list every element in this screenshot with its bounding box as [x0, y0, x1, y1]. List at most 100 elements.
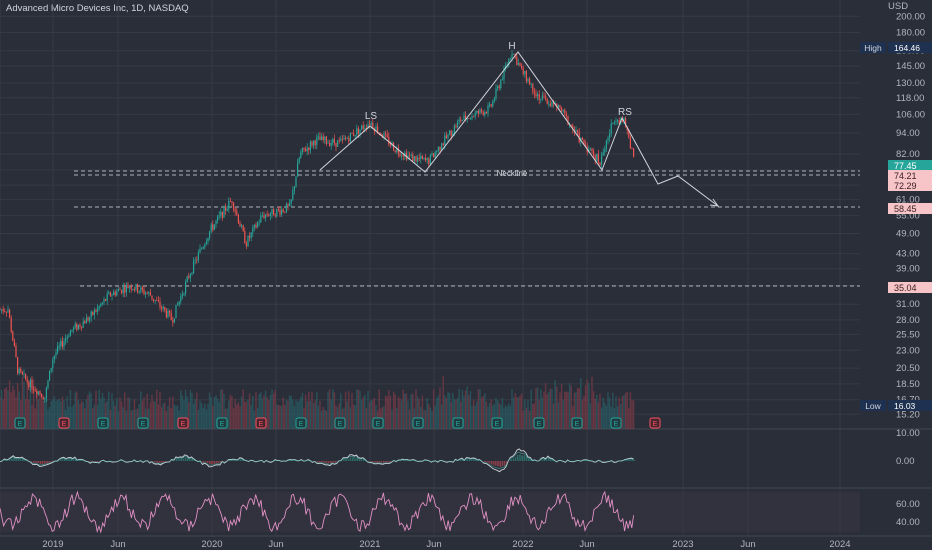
- macd-histogram-bar: [242, 459, 244, 461]
- volume-bar: [589, 403, 592, 429]
- candle-body: [527, 78, 529, 82]
- candle-body: [482, 111, 484, 116]
- candle-body: [137, 284, 139, 293]
- macd-histogram-bar: [48, 461, 50, 463]
- volume-bar: [212, 405, 214, 429]
- earnings-marker[interactable]: E: [533, 417, 545, 429]
- candle-body: [47, 380, 49, 388]
- earnings-marker[interactable]: E: [14, 417, 26, 429]
- volume-bar: [100, 398, 102, 429]
- candle-body: [452, 132, 454, 137]
- high-badge-label: High: [864, 43, 882, 53]
- volume-bar: [32, 379, 35, 429]
- earnings-marker[interactable]: E: [334, 417, 346, 429]
- macd-histogram-bar: [275, 460, 277, 461]
- candle-body: [34, 390, 36, 392]
- earnings-marker-text: E: [141, 421, 146, 428]
- earnings-marker[interactable]: E: [372, 417, 384, 429]
- candle-body: [383, 133, 385, 138]
- candle-body: [538, 94, 540, 100]
- volume-bar: [24, 398, 27, 429]
- earnings-marker[interactable]: E: [295, 417, 307, 429]
- earnings-marker-box: [491, 417, 503, 429]
- macd-histogram-bar: [389, 461, 391, 463]
- volume-bar: [31, 404, 33, 429]
- candle-body: [175, 304, 177, 319]
- candle-body: [629, 137, 631, 149]
- candle-body: [562, 109, 564, 112]
- earnings-marker[interactable]: E: [610, 417, 622, 429]
- candle-body: [300, 151, 302, 158]
- earnings-marker[interactable]: E: [491, 417, 503, 429]
- volume-bar: [498, 402, 500, 429]
- macd-histogram-bar: [224, 461, 226, 463]
- volume-bar: [208, 392, 211, 429]
- macd-histogram-bar: [90, 461, 92, 463]
- volume-bar: [266, 397, 268, 429]
- candle-body: [604, 149, 606, 153]
- candle-body: [60, 340, 62, 346]
- volume-bar: [165, 410, 168, 429]
- volume-bar: [536, 387, 539, 429]
- earnings-marker[interactable]: E: [177, 417, 189, 429]
- price-axis[interactable]: 200.00180.00160.00145.00130.00118.00106.…: [896, 11, 925, 528]
- earnings-marker[interactable]: E: [255, 417, 267, 429]
- macd-histogram-bar: [17, 459, 20, 461]
- earnings-marker[interactable]: E: [452, 417, 464, 429]
- volume-bars: [0, 376, 635, 429]
- volume-bar: [138, 404, 140, 429]
- earnings-marker[interactable]: E: [216, 417, 228, 429]
- volume-bar: [236, 404, 238, 429]
- volume-bar: [298, 400, 300, 429]
- macd-histogram-bar: [345, 459, 347, 461]
- earnings-marker-box: [610, 417, 622, 429]
- volume-bar: [506, 406, 508, 429]
- candle-body: [537, 94, 539, 96]
- grid: [0, 0, 932, 537]
- volume-bar: [290, 396, 292, 429]
- candle-body: [212, 224, 214, 230]
- earnings-marker-text: E: [575, 421, 580, 428]
- volume-bar: [207, 403, 209, 429]
- macd-histogram-bar: [541, 459, 543, 461]
- candle-body: [572, 125, 574, 130]
- candle-body: [42, 397, 44, 400]
- earnings-marker[interactable]: E: [137, 417, 149, 429]
- candle-body: [84, 321, 86, 324]
- macd-histogram-bar: [477, 460, 479, 461]
- candle-body: [353, 133, 355, 136]
- candle-body: [108, 292, 110, 294]
- earnings-marker[interactable]: E: [649, 417, 661, 429]
- macd-histogram-bar: [488, 461, 490, 464]
- price-tick-label: 118.00: [896, 93, 924, 104]
- candle-body: [151, 295, 153, 299]
- candle-body: [477, 110, 479, 114]
- earnings-marker[interactable]: E: [97, 417, 109, 429]
- volume-bar: [456, 398, 459, 429]
- candle-body: [50, 367, 52, 371]
- earnings-marker[interactable]: E: [58, 417, 70, 429]
- time-axis[interactable]: 2019 Jun 2020 Jun 2021 Jun 2022 Jun 2023 Jun 2024: [42, 539, 850, 550]
- candle-body: [418, 157, 420, 159]
- volume-bar: [309, 400, 312, 429]
- earnings-marker[interactable]: E: [571, 417, 583, 429]
- volume-bar: [180, 390, 182, 429]
- price-tick-label: 23.00: [896, 345, 920, 356]
- volume-bar: [328, 389, 331, 429]
- volume-bar: [418, 398, 420, 429]
- volume-bar: [181, 395, 184, 429]
- volume-bar: [594, 398, 596, 429]
- candle-body: [559, 105, 561, 108]
- candle-body: [274, 215, 276, 217]
- candle-body: [28, 382, 30, 388]
- volume-bar: [13, 389, 16, 429]
- earnings-marker-text: E: [18, 421, 23, 428]
- earnings-marker[interactable]: E: [412, 417, 424, 429]
- candle-body: [556, 103, 558, 108]
- volume-bar: [434, 405, 436, 429]
- macd-histogram-bar: [37, 461, 39, 464]
- macd-histogram-bar: [125, 461, 127, 462]
- volume-bar: [210, 397, 212, 429]
